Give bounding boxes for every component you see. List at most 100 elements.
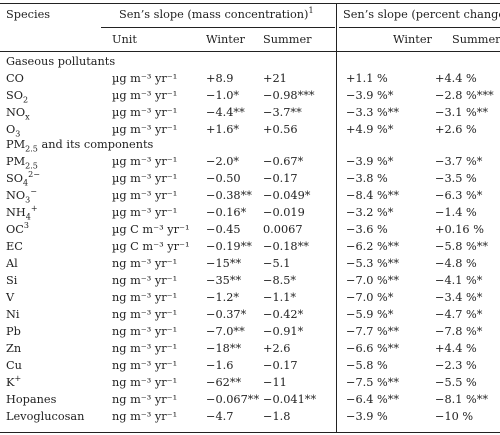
unit-cell: ng m⁻³ yr⁻¹ bbox=[112, 291, 178, 304]
group-rule-left bbox=[101, 27, 335, 28]
species-cell: Ni bbox=[6, 308, 20, 321]
unit-cell: ng m⁻³ yr⁻¹ bbox=[112, 393, 178, 406]
winter-mass-cell: −62** bbox=[206, 376, 242, 389]
summer-mass-cell: −0.17 bbox=[263, 359, 298, 372]
summer-pct-cell: −6.3 %* bbox=[435, 189, 483, 202]
summer-pct-cell: −4.1 %* bbox=[435, 274, 483, 287]
unit-cell: µg C m⁻³ yr⁻¹ bbox=[112, 223, 190, 236]
species-cell: Levoglucosan bbox=[6, 410, 85, 423]
unit-cell: µg m⁻³ yr⁻¹ bbox=[112, 206, 178, 219]
winter-pct-cell: −5.8 % bbox=[346, 359, 388, 372]
winter-pct-cell: +4.9 %* bbox=[346, 123, 394, 136]
winter-mass-cell: −0.19** bbox=[206, 240, 252, 253]
summer-pct-cell: +4.4 % bbox=[435, 342, 477, 355]
summer-pct-cell: +0.16 % bbox=[435, 223, 484, 236]
unit-cell: µg m⁻³ yr⁻¹ bbox=[112, 89, 178, 102]
summer-mass-cell: −5.1 bbox=[263, 257, 291, 270]
summer-pct-cell: +2.6 % bbox=[435, 123, 477, 136]
winter-pct-cell: −6.2 %** bbox=[346, 240, 400, 253]
winter-mass-cell: −1.6 bbox=[206, 359, 234, 372]
header-winter-pct: Winter bbox=[393, 33, 432, 46]
summer-pct-cell: −7.8 %* bbox=[435, 325, 483, 338]
summer-mass-cell: +0.56 bbox=[263, 123, 298, 136]
unit-cell: µg m⁻³ yr⁻¹ bbox=[112, 106, 178, 119]
column-divider bbox=[336, 4, 337, 432]
unit-cell: ng m⁻³ yr⁻¹ bbox=[112, 376, 178, 389]
unit-cell: ng m⁻³ yr⁻¹ bbox=[112, 257, 178, 270]
winter-pct-cell: −7.7 %** bbox=[346, 325, 400, 338]
summer-mass-cell: +2.6 bbox=[263, 342, 291, 355]
summer-mass-cell: −11 bbox=[263, 376, 287, 389]
species-cell: PM2.5 bbox=[6, 155, 38, 171]
winter-mass-cell: +1.6* bbox=[206, 123, 240, 136]
header-percent-group: Sen’s slope (percent change)2 bbox=[343, 8, 500, 21]
winter-pct-cell: −3.8 % bbox=[346, 172, 388, 185]
unit-cell: µg m⁻³ yr⁻¹ bbox=[112, 123, 178, 136]
winter-mass-cell: +8.9 bbox=[206, 72, 234, 85]
unit-cell: µg m⁻³ yr⁻¹ bbox=[112, 172, 178, 185]
summer-mass-cell: −1.8 bbox=[263, 410, 291, 423]
species-cell: Si bbox=[6, 274, 18, 287]
summer-pct-cell: −2.3 % bbox=[435, 359, 477, 372]
unit-cell: ng m⁻³ yr⁻¹ bbox=[112, 274, 178, 287]
winter-pct-cell: −5.3 %** bbox=[346, 257, 400, 270]
header-summer-pct: Summer bbox=[452, 33, 500, 46]
species-cell: CO bbox=[6, 72, 24, 85]
winter-mass-cell: −0.45 bbox=[206, 223, 241, 236]
group-rule-right bbox=[339, 27, 500, 28]
summer-mass-cell: −0.049* bbox=[263, 189, 311, 202]
summer-pct-cell: −1.4 % bbox=[435, 206, 477, 219]
summer-pct-cell: −3.5 % bbox=[435, 172, 477, 185]
header-bottom-rule bbox=[0, 51, 500, 52]
species-cell: SO42− bbox=[6, 170, 40, 188]
summer-pct-cell: −5.5 % bbox=[435, 376, 477, 389]
winter-mass-cell: −0.50 bbox=[206, 172, 241, 185]
summer-pct-cell: −3.1 %** bbox=[435, 106, 489, 119]
winter-mass-cell: −18** bbox=[206, 342, 242, 355]
winter-mass-cell: −0.37* bbox=[206, 308, 247, 321]
species-cell: V bbox=[6, 291, 15, 304]
summer-pct-cell: −3.7 %* bbox=[435, 155, 483, 168]
summer-pct-cell: −5.8 %** bbox=[435, 240, 489, 253]
top-rule bbox=[0, 3, 500, 4]
summer-pct-cell: +4.4 % bbox=[435, 72, 477, 85]
summer-pct-cell: −8.1 %** bbox=[435, 393, 489, 406]
species-cell: O3 bbox=[6, 123, 21, 139]
winter-pct-cell: −8.4 %** bbox=[346, 189, 400, 202]
summer-pct-cell: −4.8 % bbox=[435, 257, 477, 270]
unit-cell: ng m⁻³ yr⁻¹ bbox=[112, 308, 178, 321]
summer-mass-cell: +21 bbox=[263, 72, 287, 85]
species-cell: OC3 bbox=[6, 221, 29, 236]
winter-mass-cell: −35** bbox=[206, 274, 242, 287]
summer-pct-cell: −3.4 %* bbox=[435, 291, 483, 304]
summer-mass-cell: −8.5* bbox=[263, 274, 297, 287]
winter-pct-cell: −6.4 %** bbox=[346, 393, 400, 406]
summer-mass-cell: −0.67* bbox=[263, 155, 304, 168]
header-unit: Unit bbox=[112, 33, 137, 46]
winter-pct-cell: −3.3 %** bbox=[346, 106, 400, 119]
summer-mass-cell: −0.42* bbox=[263, 308, 304, 321]
winter-pct-cell: −7.5 %** bbox=[346, 376, 400, 389]
species-cell: Al bbox=[6, 257, 18, 270]
header-mass-group: Sen’s slope (mass concentration)1 bbox=[119, 6, 314, 21]
summer-mass-cell: −0.17 bbox=[263, 172, 298, 185]
unit-cell: ng m⁻³ yr⁻¹ bbox=[112, 410, 178, 423]
winter-mass-cell: −15** bbox=[206, 257, 242, 270]
footnote-1: 1 bbox=[308, 6, 314, 16]
winter-mass-cell: −0.067** bbox=[206, 393, 260, 406]
species-cell: NO3− bbox=[6, 187, 37, 205]
winter-mass-cell: −1.2* bbox=[206, 291, 240, 304]
unit-cell: µg m⁻³ yr⁻¹ bbox=[112, 72, 178, 85]
summer-mass-cell: −0.019 bbox=[263, 206, 305, 219]
species-cell: Zn bbox=[6, 342, 22, 355]
winter-pct-cell: −3.9 % bbox=[346, 410, 388, 423]
winter-pct-cell: −3.9 %* bbox=[346, 155, 394, 168]
summer-mass-cell: 0.0067 bbox=[263, 223, 303, 236]
bottom-rule bbox=[0, 432, 500, 433]
winter-pct-cell: −5.9 %* bbox=[346, 308, 394, 321]
summer-mass-cell: −0.18** bbox=[263, 240, 309, 253]
winter-pct-cell: −7.0 %** bbox=[346, 274, 400, 287]
winter-pct-cell: −3.9 %* bbox=[346, 89, 394, 102]
winter-mass-cell: −0.38** bbox=[206, 189, 252, 202]
winter-pct-cell: −6.6 %** bbox=[346, 342, 400, 355]
